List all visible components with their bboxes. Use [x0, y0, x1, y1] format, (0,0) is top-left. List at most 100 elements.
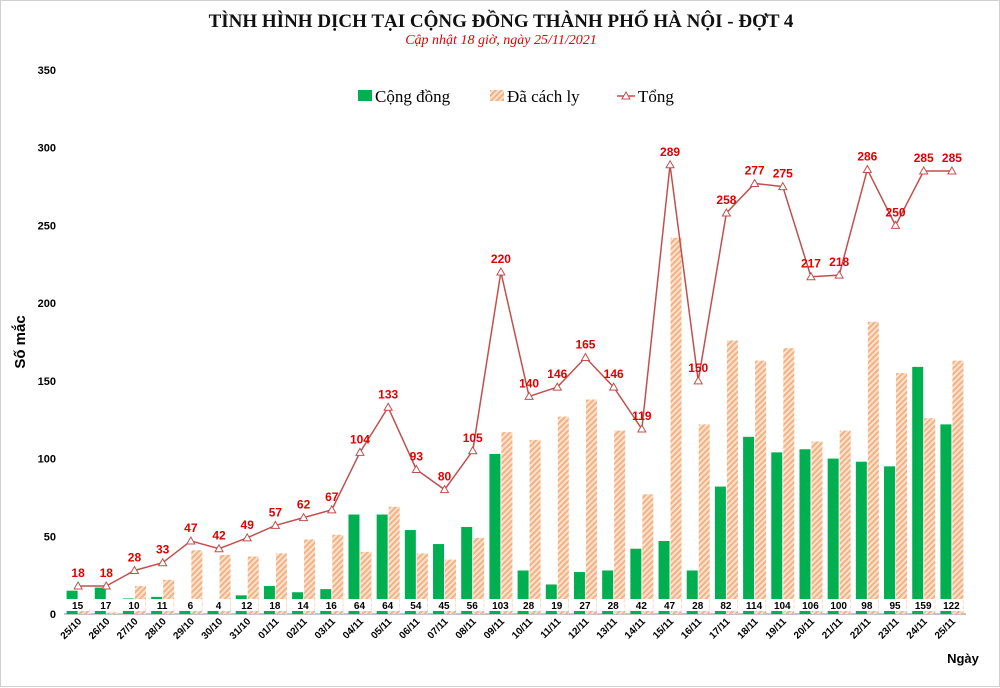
tong-marker	[355, 447, 365, 456]
tong-marker	[496, 267, 506, 276]
tong-marker	[326, 504, 337, 514]
cong-dong-data-label: 56	[467, 601, 479, 612]
x-tick-label: 30/10	[200, 616, 226, 642]
x-tick-label: 22/11	[848, 616, 873, 641]
legend-label-tong: Tổng	[638, 87, 674, 106]
cong-dong-label-bg	[742, 599, 766, 611]
tong-marker	[862, 164, 873, 173]
x-tick-label: 25/11	[933, 616, 958, 641]
x-tick-label: 09/11	[482, 616, 507, 641]
cong-dong-label-bg	[629, 599, 653, 611]
tong-data-label: 28	[128, 550, 142, 564]
tong-data-label: 258	[716, 193, 736, 207]
tong-marker	[665, 159, 675, 169]
bar-da-cach-ly	[924, 418, 936, 614]
bar-da-cach-ly	[106, 612, 118, 614]
tong-data-label: 57	[269, 505, 283, 519]
cong-dong-label-bg	[573, 599, 597, 611]
cong-dong-data-label: 104	[774, 601, 791, 612]
tong-marker	[129, 565, 140, 574]
tong-data-label: 133	[378, 387, 398, 401]
bar-cong-dong	[433, 544, 445, 614]
cong-dong-label-bg	[460, 599, 484, 611]
bar-cong-dong	[489, 453, 501, 614]
tong-marker	[749, 178, 760, 187]
bar-da-cach-ly	[698, 424, 710, 614]
y-tick-label: 200	[38, 298, 56, 310]
tong-marker	[383, 402, 394, 411]
bar-da-cach-ly	[360, 551, 372, 614]
cong-dong-label-bg	[122, 599, 146, 611]
cong-dong-label-bg	[235, 599, 259, 611]
tong-data-label: 33	[156, 543, 170, 557]
bar-da-cach-ly	[275, 553, 287, 614]
cong-dong-data-label: 100	[830, 601, 847, 612]
bar-cong-dong	[404, 530, 416, 614]
bar-da-cach-ly	[247, 556, 259, 614]
cong-dong-label-bg	[798, 599, 822, 611]
tong-marker	[411, 464, 422, 473]
tong-data-label: 150	[688, 361, 708, 375]
y-tick-label: 350	[38, 65, 56, 77]
cong-dong-data-label: 106	[802, 601, 819, 612]
bar-cong-dong	[658, 540, 670, 614]
x-tick-label: 23/11	[877, 616, 902, 641]
cong-dong-label-bg	[207, 599, 231, 611]
cong-dong-label-bg	[883, 599, 907, 611]
chart-title: TÌNH HÌNH DỊCH TẠI CỘNG ĐỒNG THÀNH PHỐ H…	[208, 11, 794, 32]
tong-data-label: 275	[773, 167, 793, 181]
x-tick-label: 31/10	[228, 616, 254, 642]
tong-data-label: 146	[604, 367, 624, 381]
legend-label-da-cach-ly: Đã cách ly	[507, 87, 580, 106]
tong-marker	[890, 220, 901, 229]
bar-da-cach-ly	[726, 340, 738, 614]
cong-dong-label-bg	[432, 599, 456, 611]
tong-marker	[834, 270, 845, 279]
bar-da-cach-ly	[163, 579, 175, 614]
cong-dong-data-label: 12	[241, 601, 253, 612]
x-tick-label: 19/11	[764, 616, 789, 641]
cong-dong-label-bg	[263, 599, 287, 611]
legend-swatch-cong-dong	[358, 90, 372, 101]
cong-dong-data-label: 28	[692, 601, 704, 612]
cong-dong-label-bg	[601, 599, 625, 611]
x-tick-label: 12/11	[566, 616, 591, 641]
bar-da-cach-ly	[783, 348, 795, 614]
cong-dong-label-bg	[714, 599, 738, 611]
tong-data-label: 18	[71, 566, 85, 580]
bar-da-cach-ly	[670, 237, 682, 614]
cong-dong-label-bg	[939, 599, 963, 611]
x-tick-label: 27/10	[115, 616, 141, 642]
tong-data-label: 140	[519, 376, 539, 390]
x-tick-label: 21/11	[820, 616, 845, 641]
cong-dong-data-label: 27	[579, 601, 591, 612]
cong-dong-label-bg	[150, 599, 174, 611]
x-tick-label: 04/11	[341, 616, 366, 641]
cong-dong-data-label: 6	[188, 601, 194, 612]
bar-da-cach-ly	[529, 439, 541, 614]
x-tick-label: 01/11	[256, 616, 281, 641]
bar-da-cach-ly	[896, 373, 908, 614]
x-tick-label: 02/11	[285, 616, 310, 641]
tong-data-label: 220	[491, 252, 511, 266]
bar-cong-dong	[602, 570, 614, 614]
bar-cong-dong	[686, 570, 698, 614]
bar-da-cach-ly	[473, 537, 485, 614]
cong-dong-label-bg	[770, 599, 794, 611]
x-tick-label: 20/11	[792, 616, 817, 641]
bar-cong-dong	[827, 458, 839, 614]
tong-marker	[185, 535, 196, 545]
bar-cong-dong	[855, 461, 867, 614]
x-tick-label: 14/11	[623, 616, 648, 641]
y-tick-label: 300	[38, 143, 56, 155]
tong-marker	[270, 520, 281, 529]
bar-da-cach-ly	[839, 430, 851, 614]
bar-cong-dong	[461, 526, 473, 614]
cong-dong-label-bg	[855, 599, 879, 611]
tong-marker	[101, 581, 112, 590]
tong-data-label: 80	[438, 470, 452, 484]
cong-dong-data-label: 42	[636, 601, 648, 612]
x-tick-label: 28/10	[143, 616, 169, 642]
cong-dong-data-label: 4	[216, 601, 222, 612]
tong-data-label: 119	[632, 409, 652, 423]
